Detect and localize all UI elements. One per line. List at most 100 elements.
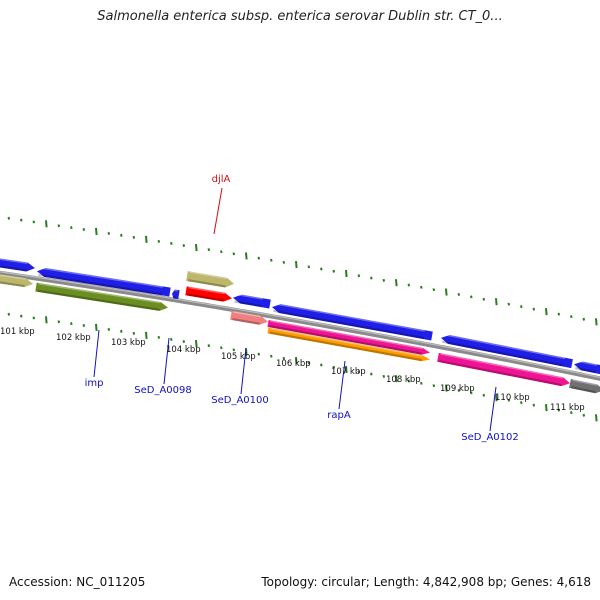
gene-feature (186, 271, 234, 288)
gene-label-djlA[interactable]: djlA (212, 174, 231, 185)
outer-tick (182, 243, 186, 247)
inner-tick (145, 331, 148, 339)
kbp-label-k108: 108 kbp (386, 375, 421, 385)
outer-tick (245, 252, 248, 260)
inner-tick (45, 316, 48, 324)
outer-tick (120, 233, 123, 237)
inner-tick (182, 339, 186, 343)
outer-tick (395, 279, 398, 287)
inner-tick (95, 323, 98, 332)
inner-tick (582, 413, 586, 417)
outer-tick (195, 243, 198, 252)
outer-tick (345, 269, 348, 278)
outer-tick (157, 239, 161, 243)
gene-feature (574, 360, 600, 375)
gene-feature (0, 257, 35, 272)
outer-tick (557, 312, 561, 316)
inner-tick (195, 339, 198, 348)
gene-feature (437, 352, 571, 387)
inner-ticks (7, 312, 598, 422)
topology-summary: Topology: circular; Length: 4,842,908 bp… (261, 575, 591, 589)
outer-ticks (7, 216, 598, 326)
outer-tick (320, 267, 323, 271)
kbp-label-k106: 106 kbp (276, 359, 311, 369)
outer-tick (107, 231, 111, 235)
gene-label-SeD_A0102[interactable]: SeD_A0102 (461, 432, 519, 443)
inner-tick (470, 391, 473, 395)
gene-feature (37, 267, 171, 297)
gene-feature (230, 310, 269, 325)
inner-tick (595, 414, 598, 422)
outer-tick (270, 258, 273, 262)
outer-tick (70, 226, 73, 230)
inner-tick (495, 394, 498, 402)
leader-djlA (213, 187, 223, 235)
gene-features (0, 257, 600, 394)
outer-tick (45, 220, 48, 228)
inner-tick (520, 401, 523, 405)
outer-tick (232, 252, 236, 256)
inner-tick (407, 379, 411, 383)
outer-tick (495, 298, 498, 306)
kbp-label-k104: 104 kbp (166, 345, 201, 355)
outer-tick (307, 265, 311, 269)
outer-tick (145, 235, 148, 243)
outer-tick (432, 288, 436, 292)
inner-tick (482, 393, 486, 397)
inner-tick (432, 384, 436, 388)
outer-tick (170, 241, 173, 245)
outer-tick (207, 248, 211, 252)
kbp-label-k102: 102 kbp (56, 333, 91, 343)
outer-tick (132, 235, 136, 239)
gene-feature (35, 282, 168, 311)
leader-SeD_A0100 (240, 347, 247, 395)
kbp-labels: 101 kbp 102 kbp 103 kbp 104 kbp 105 kbp 106 k… (0, 327, 585, 413)
inner-tick (107, 327, 111, 331)
gene-label-SeD_A0098[interactable]: SeD_A0098 (134, 385, 192, 396)
gene-feature (185, 286, 232, 302)
inner-tick (170, 337, 173, 341)
outer-tick (370, 276, 373, 280)
inner-tick (57, 320, 61, 324)
gene-label-rapA[interactable]: rapA (327, 410, 351, 421)
accession-label: Accession: NC_011205 (9, 575, 146, 589)
label-leaders (93, 187, 497, 432)
kbp-label-k107: 107 kbp (331, 367, 366, 377)
inner-tick (207, 344, 211, 348)
outer-tick (295, 261, 298, 269)
gene-label-SeD_A0100[interactable]: SeD_A0100 (211, 395, 269, 406)
outer-tick (482, 297, 486, 301)
inner-tick (445, 384, 448, 392)
inner-tick (345, 365, 348, 374)
gene-feature (569, 379, 600, 394)
inner-tick (557, 408, 561, 412)
inner-tick (70, 322, 73, 326)
outer-tick (570, 315, 573, 319)
outer-tick (545, 308, 548, 316)
outer-tick (220, 250, 223, 254)
kbp-label-k109: 109 kbp (440, 384, 475, 394)
inner-tick (532, 403, 536, 407)
inner-tick (295, 357, 298, 365)
kbp-label-k103: 103 kbp (111, 338, 146, 348)
outer-tick (470, 295, 473, 299)
leader-rapA (338, 360, 346, 410)
inner-tick (7, 312, 11, 316)
inner-tick (332, 365, 336, 369)
inner-tick (382, 374, 386, 378)
outer-tick (282, 260, 286, 264)
outer-tick (95, 227, 98, 236)
kbp-label-k101: 101 kbp (0, 327, 35, 337)
inner-tick (420, 381, 423, 385)
inner-tick (570, 411, 573, 415)
outer-tick (507, 302, 511, 306)
outer-tick (457, 292, 461, 296)
outer-tick (445, 288, 448, 296)
gene-label-imp[interactable]: imp (85, 378, 104, 389)
inner-tick (545, 404, 548, 412)
leader-SeD_A0102 (489, 386, 497, 432)
outer-tick (357, 274, 361, 278)
outer-tick (20, 218, 23, 222)
backbone (0, 270, 600, 381)
